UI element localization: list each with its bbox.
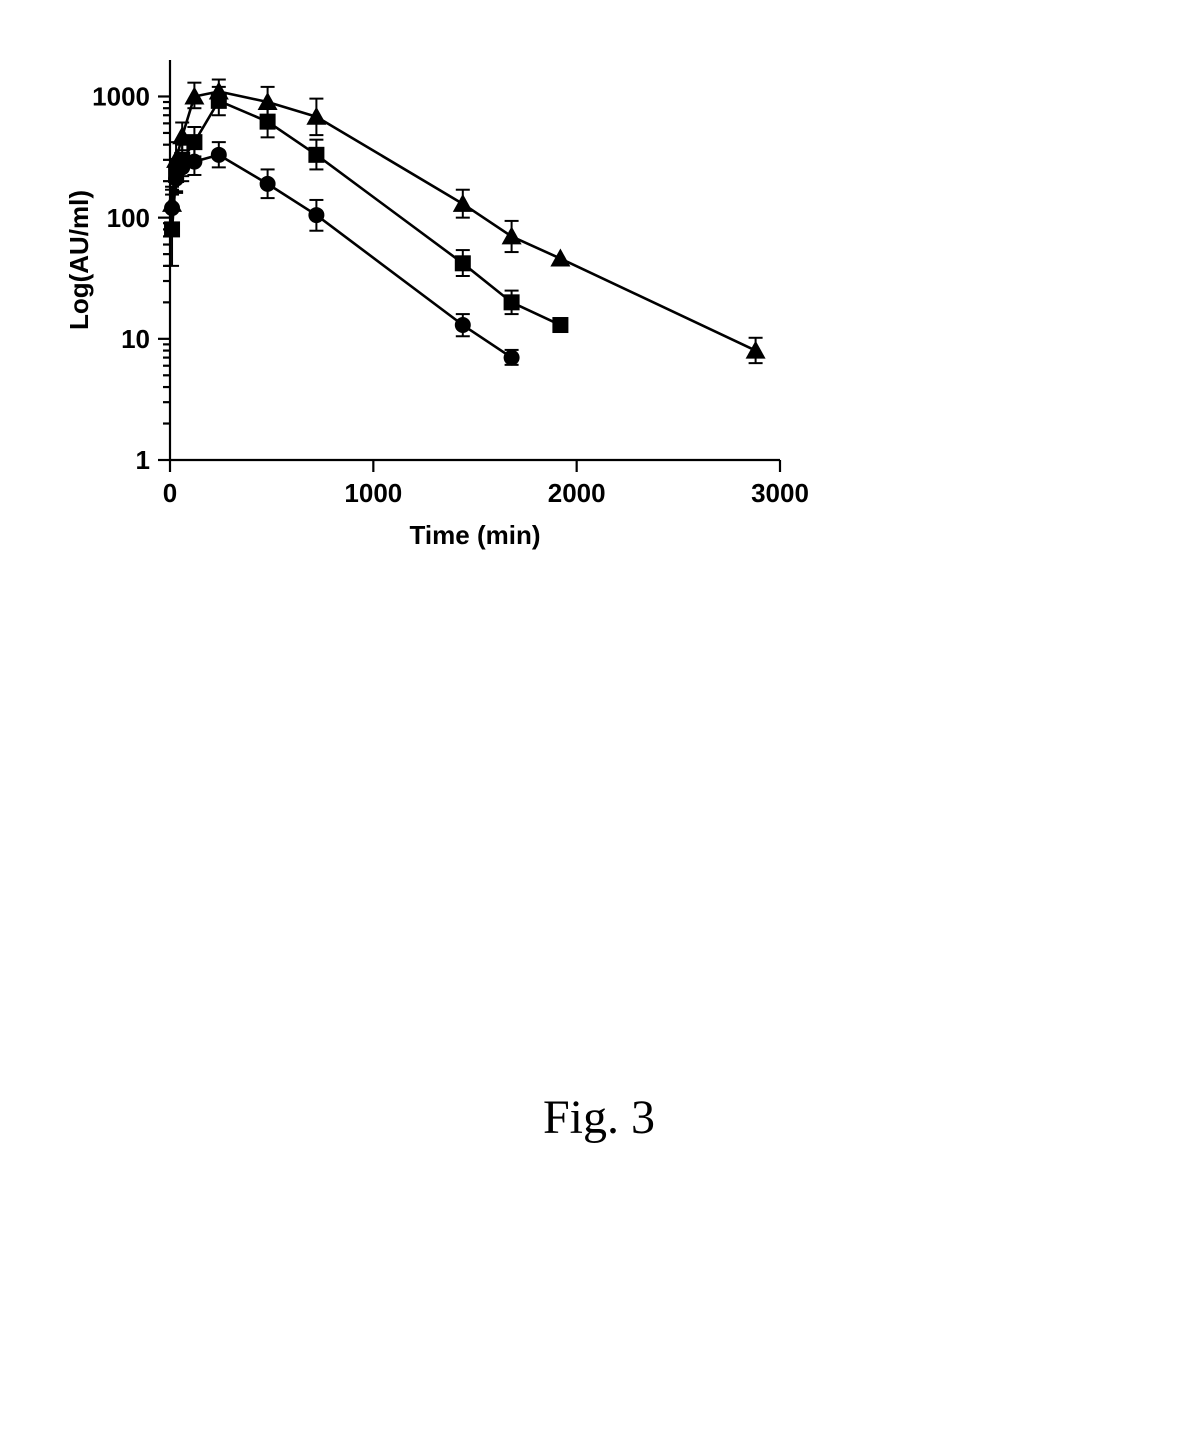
svg-text:2000: 2000 xyxy=(548,478,606,508)
svg-text:3000: 3000 xyxy=(751,478,809,508)
svg-text:1000: 1000 xyxy=(344,478,402,508)
svg-text:10: 10 xyxy=(121,324,150,354)
svg-text:Log(AU/ml): Log(AU/ml) xyxy=(64,190,94,330)
chart-container: 0 1000 2000 3000 1 10 100 1000 Time (min) Log(AU/… xyxy=(50,30,810,555)
figure-caption: Fig. 3 xyxy=(0,1090,1198,1145)
series-circle xyxy=(164,142,520,365)
svg-text:1: 1 xyxy=(136,445,150,475)
series-square xyxy=(164,87,568,333)
svg-text:0: 0 xyxy=(163,478,177,508)
svg-text:100: 100 xyxy=(107,203,150,233)
svg-text:Time (min): Time (min) xyxy=(410,520,541,550)
svg-text:1000: 1000 xyxy=(92,82,150,112)
pk-chart: 0 1000 2000 3000 1 10 100 1000 Time (min) Log(AU/… xyxy=(50,30,810,550)
